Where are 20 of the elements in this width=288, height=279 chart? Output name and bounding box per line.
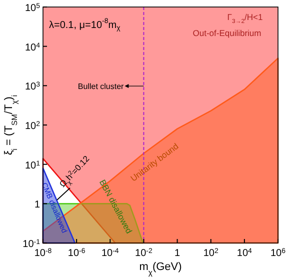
y-tick-label: 10$^{1}$: [24, 160, 40, 172]
ref-line-label: Bullet cluster: [78, 82, 124, 92]
annotation: Γ$_{3→2}$/H<1: [227, 12, 263, 25]
annotation: Out-of-Equilibrium: [192, 28, 262, 38]
x-tick-label: 10$^{-4}$: [101, 248, 119, 259]
x-axis-title: m$_{χ}$(GeV): [139, 261, 182, 276]
x-tick-label: 10$^{-8}$: [34, 248, 52, 259]
y-tick-label: 10$^{5}$: [24, 2, 40, 14]
y-tick-label: 1: [34, 200, 40, 211]
x-tick-label: 10$^{-2}$: [135, 248, 152, 259]
x-tick-label: 10$^{-6}$: [68, 248, 86, 259]
y-tick-label: 10$^{2}$: [24, 120, 40, 132]
y-tick-label: 10$^{3}$: [24, 81, 40, 93]
x-tick-label: 1: [174, 248, 181, 259]
x-tick-label: 10$^{4}$: [236, 248, 252, 259]
y-tick-label: 10$^{4}$: [24, 42, 40, 54]
y-tick-label: 10$^{-1}$: [22, 238, 40, 250]
x-tick-label: 10$^{6}$: [270, 248, 286, 259]
x-tick-label: 10$^{2}$: [203, 248, 218, 259]
annotation: λ=0.1, μ=10$^{-8}$m$_{χ}$: [49, 18, 121, 32]
